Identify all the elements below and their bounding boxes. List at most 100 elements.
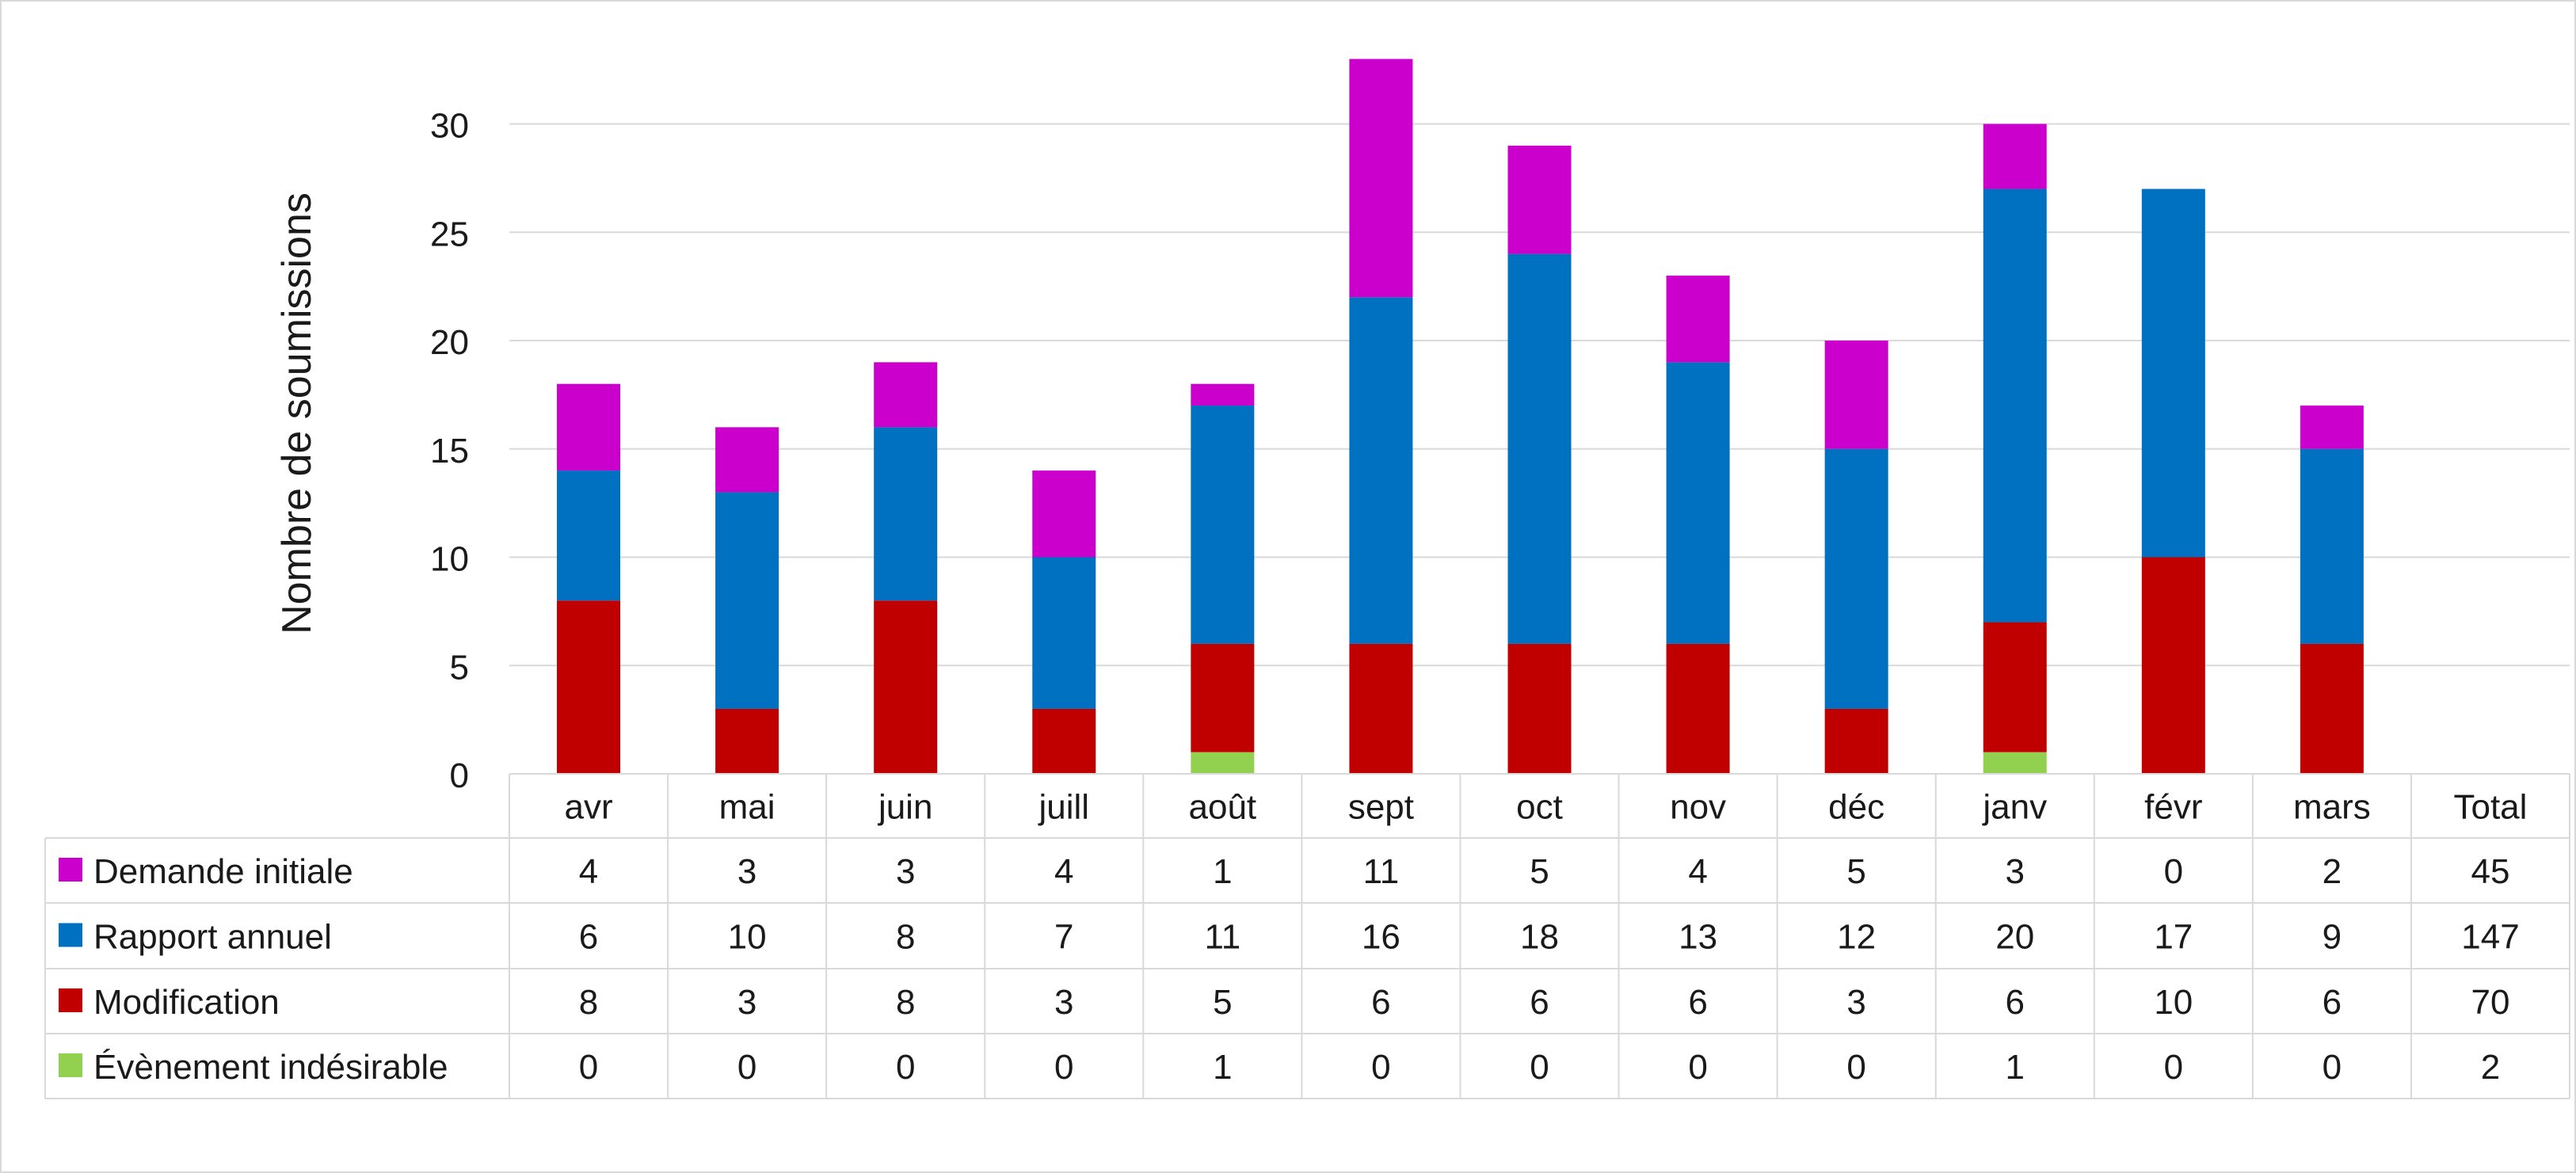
bar-segment-rapport-annuel-août [1191, 406, 1255, 644]
table-cell: 4 [1688, 852, 1707, 891]
bar-segment-rapport-annuel-juin [874, 427, 938, 601]
bar-segment-demande-initiale-oct [1507, 145, 1572, 254]
table-cell: 8 [579, 983, 598, 1022]
x-category-label: mai [719, 788, 775, 827]
table-cell: 0 [1688, 1048, 1707, 1087]
bar-segment-modification-févr [2141, 557, 2205, 774]
table-cell: 17 [2154, 918, 2193, 957]
x-category-label: juill [1037, 788, 1089, 827]
table-cell: 0 [2323, 1048, 2342, 1087]
y-axis-label: Nombre de soumissions [274, 192, 320, 634]
bar-segment-rapport-annuel-sept [1349, 297, 1413, 644]
x-category-label: févr [2144, 788, 2202, 827]
x-category-label: août [1189, 788, 1257, 827]
table-cell: 5 [1530, 852, 1549, 891]
x-category-label: sept [1348, 788, 1414, 827]
bar-segment-évènement-indésirable-août [1191, 752, 1255, 774]
bar-segment-rapport-annuel-déc [1824, 448, 1888, 709]
bar-segment-demande-initiale-sept [1349, 59, 1413, 298]
bar-segment-demande-initiale-janv [1983, 124, 2047, 189]
y-tick-label: 20 [430, 323, 469, 362]
bar-segment-évènement-indésirable-janv [1983, 752, 2047, 774]
bar-segment-rapport-annuel-févr [2141, 189, 2205, 558]
bar-segment-rapport-annuel-mars [2300, 448, 2364, 644]
bar-segment-demande-initiale-avr [557, 383, 621, 471]
y-tick-label: 15 [430, 432, 469, 470]
table-cell: 3 [737, 983, 756, 1022]
bar-segment-rapport-annuel-mai [715, 492, 779, 709]
bar-segment-rapport-annuel-nov [1666, 362, 1730, 644]
table-cell: 8 [896, 983, 915, 1022]
legend-swatch [59, 923, 82, 947]
table-cell: 20 [1995, 918, 2034, 957]
legend-swatch [59, 1053, 82, 1077]
y-tick-label: 25 [430, 215, 469, 253]
bar-segment-modification-oct [1507, 643, 1572, 774]
x-category-label: avr [564, 788, 612, 827]
table-cell: 3 [896, 852, 915, 891]
table-cell: 11 [1205, 918, 1241, 957]
bar-segment-rapport-annuel-juill [1032, 557, 1096, 709]
x-category-label: mars [2293, 788, 2371, 827]
x-category-label: nov [1670, 788, 1726, 827]
table-cell: 2 [2323, 852, 2342, 891]
legend-label: Rapport annuel [93, 918, 332, 957]
bar-segment-demande-initiale-juill [1032, 470, 1096, 558]
y-tick-label: 30 [430, 107, 469, 146]
table-cell: 6 [1371, 983, 1390, 1022]
bar-segment-rapport-annuel-janv [1983, 189, 2047, 623]
bar-segment-modification-déc [1824, 708, 1888, 774]
table-cell: 0 [1371, 1048, 1390, 1087]
table-cell: 6 [2323, 983, 2342, 1022]
table-cell: 4 [579, 852, 598, 891]
table-cell: 5 [1213, 983, 1232, 1022]
table-cell: 6 [2005, 983, 2024, 1022]
bar-segment-demande-initiale-août [1191, 383, 1255, 406]
table-total-cell: 70 [2471, 983, 2509, 1022]
table-cell: 3 [1054, 983, 1073, 1022]
table-cell: 0 [579, 1048, 598, 1087]
data-table: avr mai juin juill août sept oct nov déc janv févr… [44, 773, 2570, 1099]
table-cell: 18 [1520, 918, 1559, 957]
table-cell: 9 [2323, 918, 2342, 957]
table-cell: 7 [1054, 918, 1073, 957]
table-total-cell: 45 [2471, 852, 2509, 891]
x-category-label: juin [877, 788, 933, 827]
bar-segment-demande-initiale-juin [874, 362, 938, 428]
bar-segment-modification-mars [2300, 643, 2364, 774]
x-category-label: oct [1516, 788, 1563, 827]
table-cell: 0 [896, 1048, 915, 1087]
table-cell: 0 [1054, 1048, 1073, 1087]
table-cell: 16 [1362, 918, 1400, 957]
bar-segment-demande-initiale-nov [1666, 275, 1730, 363]
table-cell: 3 [2005, 852, 2024, 891]
bar-segment-modification-mai [715, 708, 779, 774]
table-cell: 4 [1054, 852, 1073, 891]
bar-segment-demande-initiale-mai [715, 427, 779, 493]
bar-segment-modification-août [1191, 643, 1255, 752]
bar-segment-rapport-annuel-avr [557, 470, 621, 601]
table-cell: 6 [1530, 983, 1549, 1022]
table-cell: 13 [1679, 918, 1717, 957]
table-cell: 5 [1846, 852, 1865, 891]
bar-segment-modification-juill [1032, 708, 1096, 774]
legend-label: Évènement indésirable [93, 1048, 448, 1087]
table-cell: 6 [579, 918, 598, 957]
y-tick-label: 5 [450, 648, 469, 687]
table-cell: 0 [2164, 852, 2183, 891]
legend-label: Demande initiale [93, 852, 353, 891]
table-total-cell: 147 [2461, 918, 2519, 957]
bar-segment-demande-initiale-déc [1824, 341, 1888, 449]
table-cell: 6 [1688, 983, 1707, 1022]
table-cell: 1 [1213, 852, 1232, 891]
legend-label: Modification [93, 983, 280, 1022]
x-category-label: déc [1828, 788, 1884, 827]
y-axis-ticks: 0 5 10 15 20 25 30 [430, 107, 469, 796]
bar-segment-modification-juin [874, 600, 938, 774]
table-cell: 3 [737, 852, 756, 891]
table-cell: 0 [737, 1048, 756, 1087]
legend-swatch [59, 988, 82, 1012]
table-cell: 3 [1846, 983, 1865, 1022]
bars [557, 59, 2364, 774]
